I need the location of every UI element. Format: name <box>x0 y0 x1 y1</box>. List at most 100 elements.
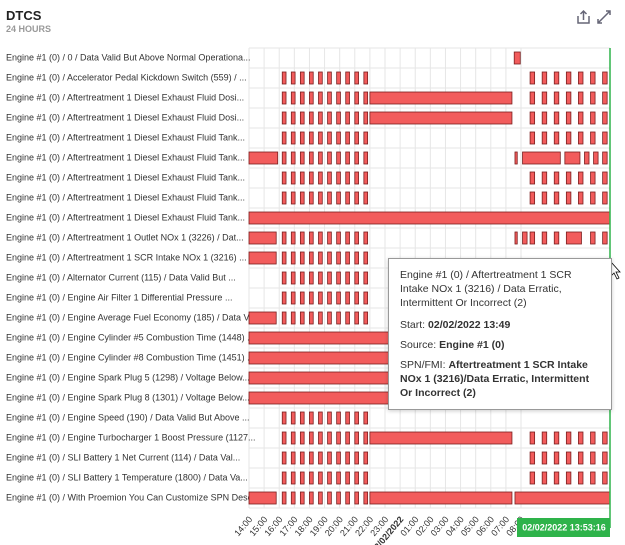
event-bar <box>290 451 296 465</box>
event-bar <box>345 291 350 305</box>
event-bar <box>299 171 305 185</box>
event-bar <box>299 411 305 425</box>
row-label: Engine #1 (0) / Aftertreatment 1 Diesel … <box>6 92 244 102</box>
event-bar <box>309 291 314 305</box>
event-bar <box>281 451 287 465</box>
event-bar <box>590 131 596 145</box>
tooltip-title: Engine #1 (0) / Aftertreatment 1 SCR Int… <box>400 269 572 309</box>
event-bar <box>565 171 572 185</box>
event-bar <box>336 431 341 445</box>
event-bar <box>248 211 611 225</box>
event-bar <box>318 271 323 285</box>
event-bar <box>553 131 560 145</box>
event-bar <box>345 131 350 145</box>
event-bar <box>602 451 608 465</box>
event-bar <box>309 251 314 265</box>
event-bar <box>281 471 287 485</box>
event-bar <box>281 431 287 445</box>
event-bar <box>590 111 596 125</box>
event-bar <box>369 431 513 445</box>
event-bar <box>336 471 341 485</box>
event-bar <box>327 111 332 125</box>
event-bar <box>290 151 296 165</box>
event-bar <box>602 471 608 485</box>
event-bar <box>529 471 536 485</box>
event-bar <box>602 431 608 445</box>
event-bar <box>578 431 584 445</box>
event-bar <box>327 191 332 205</box>
event-bar <box>309 411 314 425</box>
event-bar <box>354 411 359 425</box>
event-bar <box>590 451 596 465</box>
event-bar <box>565 471 572 485</box>
event-bar <box>363 491 369 505</box>
expand-icon[interactable] <box>597 10 611 24</box>
event-bar <box>363 71 369 85</box>
event-bar <box>336 171 341 185</box>
event-bar <box>354 471 359 485</box>
event-bar <box>553 431 560 445</box>
share-icon[interactable] <box>577 9 590 24</box>
event-bar <box>553 171 560 185</box>
event-bar <box>336 131 341 145</box>
event-bar <box>602 111 608 125</box>
event-bar <box>354 451 359 465</box>
event-bar <box>281 131 287 145</box>
event-bar <box>281 171 287 185</box>
event-bar <box>541 451 548 465</box>
event-bar <box>299 491 305 505</box>
event-bar <box>529 171 536 185</box>
event-bar <box>299 271 305 285</box>
cursor <box>610 260 621 280</box>
event-bar <box>363 91 369 105</box>
row-label: Engine #1 (0) / Aftertreatment 1 SCR Int… <box>6 252 247 262</box>
event-bar <box>541 131 548 145</box>
event-bar <box>327 431 332 445</box>
panel-subtitle: 24 HOURS <box>6 24 52 34</box>
event-bar <box>299 71 305 85</box>
event-bar <box>541 71 548 85</box>
event-bar <box>318 431 323 445</box>
event-bar <box>290 91 296 105</box>
panel-icons[interactable] <box>572 8 612 28</box>
event-bar <box>345 151 350 165</box>
event-bar <box>327 451 332 465</box>
event-bar <box>290 431 296 445</box>
event-bar <box>602 231 608 245</box>
event-bar <box>281 191 287 205</box>
event-bar <box>354 431 359 445</box>
event-bar <box>281 311 287 325</box>
event-bar <box>299 251 305 265</box>
event-bar <box>299 91 305 105</box>
event-bar <box>541 431 548 445</box>
event-bar <box>363 171 369 185</box>
event-bar <box>281 491 287 505</box>
event-bar <box>345 191 350 205</box>
event-bar <box>363 251 369 265</box>
event-bar <box>363 451 369 465</box>
tooltip-label: Start: <box>400 319 426 331</box>
event-bar <box>327 231 332 245</box>
event-bar <box>248 151 279 165</box>
row-label: Engine #1 (0) / Alternator Current (115)… <box>6 272 236 282</box>
event-bar <box>327 251 332 265</box>
event-bar <box>363 131 369 145</box>
event-bar <box>336 191 341 205</box>
row-label: Engine #1 (0) / Engine Average Fuel Econ… <box>6 312 256 322</box>
event-bar <box>327 471 332 485</box>
event-bar <box>345 451 350 465</box>
event-bar <box>299 291 305 305</box>
event-bar <box>354 491 359 505</box>
event-bar <box>318 451 323 465</box>
event-bar <box>309 311 314 325</box>
row-label: Engine #1 (0) / Aftertreatment 1 Outlet … <box>6 232 244 242</box>
event-bar <box>602 191 608 205</box>
event-bar <box>345 311 350 325</box>
event-bar <box>327 271 332 285</box>
event-bar <box>336 291 341 305</box>
event-bar <box>336 451 341 465</box>
row-label: Engine #1 (0) / Aftertreatment 1 Diesel … <box>6 132 245 142</box>
event-bar <box>354 171 359 185</box>
event-bar <box>318 251 323 265</box>
event-bar <box>290 131 296 145</box>
